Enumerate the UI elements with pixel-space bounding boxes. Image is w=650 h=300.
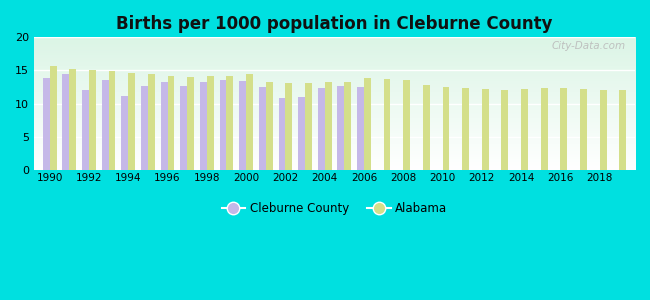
Bar	[259, 87, 266, 170]
Bar	[423, 85, 430, 170]
Bar	[278, 98, 285, 170]
Bar	[580, 89, 587, 170]
Bar	[521, 89, 528, 170]
Bar	[168, 76, 174, 170]
Title: Births per 1000 population in Cleburne County: Births per 1000 population in Cleburne C…	[116, 15, 552, 33]
Bar	[128, 73, 135, 170]
Bar	[619, 90, 626, 170]
Bar	[266, 82, 272, 170]
Bar	[109, 71, 116, 170]
Bar	[141, 86, 148, 170]
Bar	[62, 74, 70, 170]
Bar	[501, 90, 508, 170]
Bar	[207, 76, 214, 170]
Bar	[102, 80, 109, 170]
Bar	[318, 88, 324, 170]
Bar	[560, 88, 567, 170]
Legend: Cleburne County, Alabama: Cleburne County, Alabama	[217, 197, 452, 220]
Bar	[364, 78, 371, 170]
Bar	[200, 82, 207, 170]
Bar	[482, 89, 489, 170]
Bar	[180, 86, 187, 170]
Bar	[384, 79, 391, 170]
Bar	[298, 97, 305, 170]
Bar	[337, 86, 345, 170]
Bar	[285, 83, 293, 170]
Bar	[49, 66, 57, 170]
Bar	[239, 81, 246, 170]
Bar	[357, 87, 364, 170]
Bar	[403, 80, 410, 170]
Bar	[600, 90, 606, 170]
Bar	[43, 78, 49, 170]
Bar	[82, 90, 89, 170]
Bar	[246, 74, 253, 170]
Bar	[541, 88, 547, 170]
Bar	[344, 82, 351, 170]
Bar	[122, 96, 128, 170]
Bar	[305, 83, 312, 170]
Bar	[148, 74, 155, 170]
Bar	[70, 69, 76, 170]
Bar	[220, 80, 226, 170]
Bar	[324, 82, 332, 170]
Bar	[462, 88, 469, 170]
Bar	[187, 77, 194, 170]
Bar	[161, 82, 168, 170]
Text: City-Data.com: City-Data.com	[552, 41, 626, 51]
Bar	[226, 76, 233, 170]
Bar	[443, 87, 449, 170]
Bar	[89, 70, 96, 170]
